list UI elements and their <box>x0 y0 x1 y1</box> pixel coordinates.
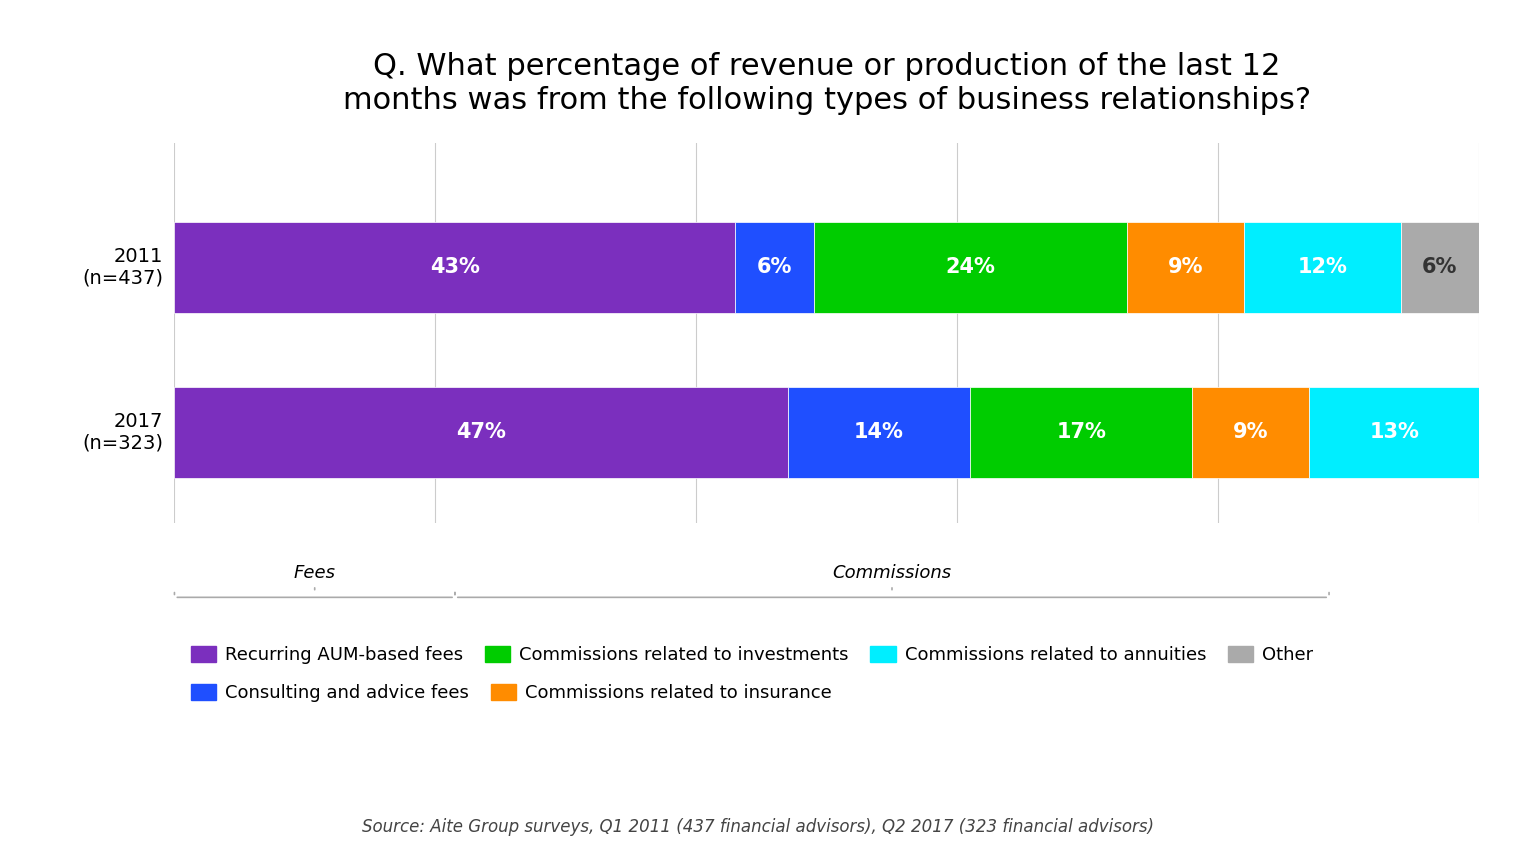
Bar <box>736 222 813 313</box>
Bar <box>1309 387 1479 478</box>
Text: 14%: 14% <box>854 423 904 442</box>
Text: 6%: 6% <box>757 257 792 278</box>
Bar <box>787 387 971 478</box>
Text: Commissions: Commissions <box>833 564 951 582</box>
Legend: Consulting and advice fees, Commissions related to insurance: Consulting and advice fees, Commissions … <box>184 677 839 709</box>
Bar <box>1127 222 1244 313</box>
Text: Fees: Fees <box>294 564 335 582</box>
Title: Q. What percentage of revenue or production of the last 12
months was from the f: Q. What percentage of revenue or product… <box>343 52 1311 115</box>
Text: 47%: 47% <box>457 423 507 442</box>
Text: 43%: 43% <box>429 257 479 278</box>
Text: Source: Aite Group surveys, Q1 2011 (437 financial advisors), Q2 2017 (323 finan: Source: Aite Group surveys, Q1 2011 (437… <box>363 818 1154 836</box>
Text: 9%: 9% <box>1233 423 1268 442</box>
Bar <box>1244 222 1400 313</box>
Text: 24%: 24% <box>945 257 995 278</box>
Text: 17%: 17% <box>1056 423 1106 442</box>
Bar <box>1192 387 1309 478</box>
Text: 6%: 6% <box>1423 257 1458 278</box>
Text: 12%: 12% <box>1297 257 1347 278</box>
Bar <box>174 387 787 478</box>
Bar <box>1400 222 1479 313</box>
Bar <box>971 387 1192 478</box>
Bar <box>813 222 1127 313</box>
Text: 9%: 9% <box>1168 257 1203 278</box>
Bar <box>174 222 736 313</box>
Text: 13%: 13% <box>1370 423 1420 442</box>
